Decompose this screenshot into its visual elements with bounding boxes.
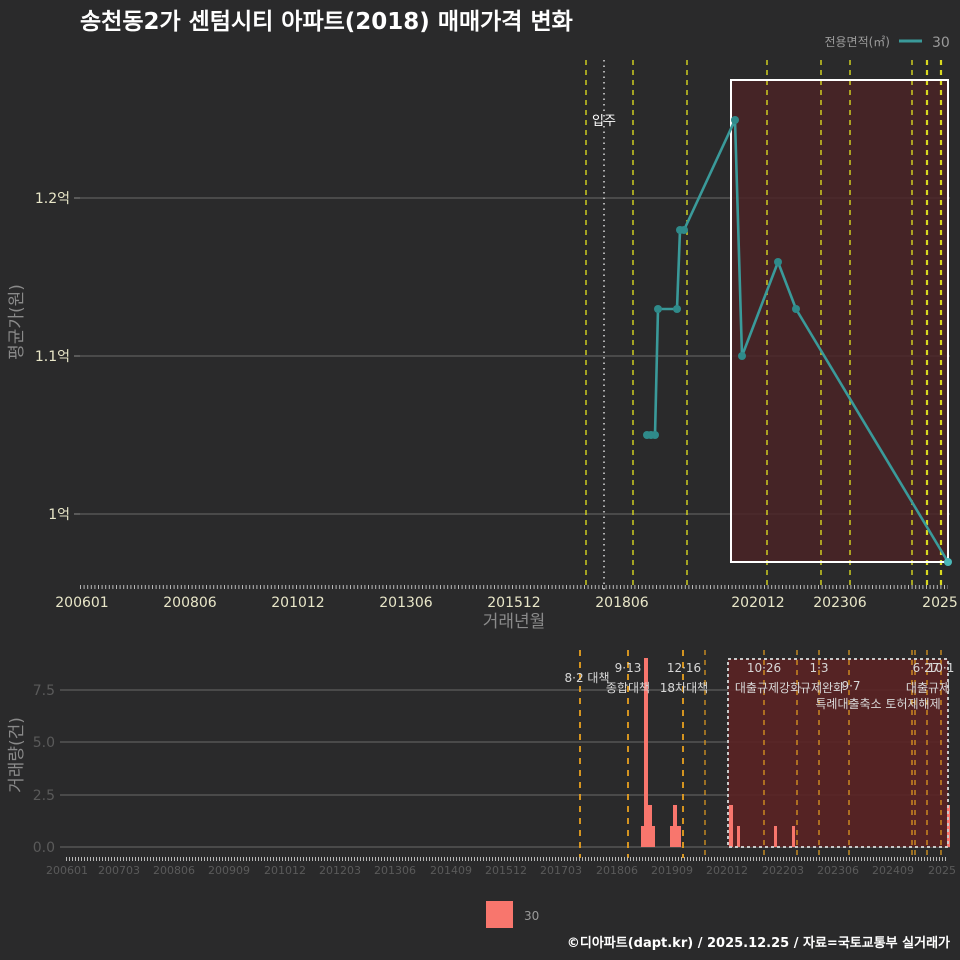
x-tick: 202306 bbox=[813, 595, 867, 611]
x-tick: 200806 bbox=[163, 595, 217, 611]
x-tick: 201512 bbox=[487, 595, 540, 611]
price-points bbox=[643, 116, 952, 566]
policy-annotation: 9·13 bbox=[615, 661, 642, 675]
x-tick: 200601 bbox=[55, 595, 108, 611]
y-tick: 1.2억 bbox=[35, 191, 70, 207]
policy-annotation: 종합대책 bbox=[606, 680, 650, 695]
x-tick: 200601 bbox=[46, 864, 88, 877]
x-tick: 200909 bbox=[208, 864, 250, 877]
bottom-legend: 30 bbox=[486, 901, 539, 928]
highlight-border bbox=[730, 79, 949, 563]
x-tick: 201012 bbox=[264, 864, 306, 877]
highlight-region bbox=[728, 659, 948, 847]
policy-annotation: 18차대책 bbox=[660, 680, 708, 695]
x-tick: 2025 bbox=[928, 864, 956, 877]
legend-item: 30 bbox=[524, 909, 539, 923]
y-tick: 1.1억 bbox=[35, 349, 70, 365]
x-tick: 201703 bbox=[540, 864, 582, 877]
x-tick: 201203 bbox=[319, 864, 361, 877]
top-legend: 전용면적(㎡) 30 bbox=[824, 35, 949, 51]
policy-lines-thin bbox=[704, 650, 942, 858]
x-tick: 2025 bbox=[922, 595, 958, 611]
x-axis-title: 거래년월 bbox=[483, 612, 546, 632]
y-tick: 0.0 bbox=[33, 840, 55, 856]
policy-annotation: 8·2 대책 bbox=[565, 670, 610, 685]
x-tick: 200703 bbox=[98, 864, 140, 877]
policy-annotation: 특례대출축소 토허제해제 bbox=[815, 697, 940, 711]
top-panel: 입주 1.2억 1.1억 1억 200601 200806 201012 bbox=[7, 60, 958, 632]
x-tick: 202012 bbox=[731, 595, 784, 611]
y-tick: 7.5 bbox=[33, 683, 55, 699]
legend-item: 30 bbox=[932, 35, 950, 51]
y-axis-title: 평균가(원) bbox=[7, 284, 27, 360]
policy-annotation: 9·7 bbox=[841, 679, 860, 693]
policy-annotation: 대출규제 bbox=[906, 681, 950, 695]
x-tick: 201512 bbox=[485, 864, 527, 877]
policy-annotation: 6·27 bbox=[913, 661, 940, 675]
x-tick: 202306 bbox=[817, 864, 859, 877]
x-tick: 202409 bbox=[872, 864, 914, 877]
bottom-x-ticks: 200601 200703 200806 200909 201012 20120… bbox=[46, 864, 956, 877]
x-tick: 201806 bbox=[595, 595, 649, 611]
x-tick: 200806 bbox=[153, 864, 195, 877]
policy-annotation: 12·16 bbox=[667, 661, 701, 675]
policy-annotation: 규제완화 bbox=[800, 681, 844, 695]
policy-annotation: 10·26 bbox=[747, 661, 781, 675]
x-tick: 202203 bbox=[762, 864, 804, 877]
x-tick: 201306 bbox=[379, 595, 433, 611]
x-tick: 202012 bbox=[706, 864, 748, 877]
footer-credit: ©디아파트(dapt.kr) / 2025.12.25 / 자료=국토교통부 실… bbox=[567, 935, 950, 951]
legend-title: 전용면적(㎡) bbox=[824, 35, 890, 49]
bottom-panel: 8·2 대책 9·13 종합대책 12·16 18차대책 10·26 대출규제강… bbox=[7, 650, 956, 877]
x-tick: 201806 bbox=[596, 864, 638, 877]
highlight-region bbox=[731, 80, 948, 562]
policy-annotation: 1·3 bbox=[809, 661, 828, 675]
x-tick: 201012 bbox=[271, 595, 324, 611]
y-axis-title: 거래량(건) bbox=[7, 717, 27, 793]
x-tick: 201909 bbox=[651, 864, 693, 877]
x-tick: 201409 bbox=[430, 864, 472, 877]
move-in-label: 입주 bbox=[592, 114, 616, 129]
highlight-border bbox=[727, 658, 949, 848]
y-tick: 2.5 bbox=[33, 788, 55, 804]
chart-title: 송천동2가 센텀시티 아파트(2018) 매매가격 변화 bbox=[80, 9, 573, 35]
x-tick: 201306 bbox=[374, 864, 416, 877]
y-tick: 5.0 bbox=[33, 735, 55, 751]
y-tick: 1억 bbox=[48, 507, 70, 523]
policy-annotation: 대출규제강화 bbox=[735, 681, 801, 695]
policy-lines bbox=[585, 60, 943, 590]
policy-lines bbox=[579, 650, 684, 858]
legend-swatch-icon bbox=[486, 901, 513, 928]
policy-annotation: 10·1 bbox=[928, 661, 955, 675]
